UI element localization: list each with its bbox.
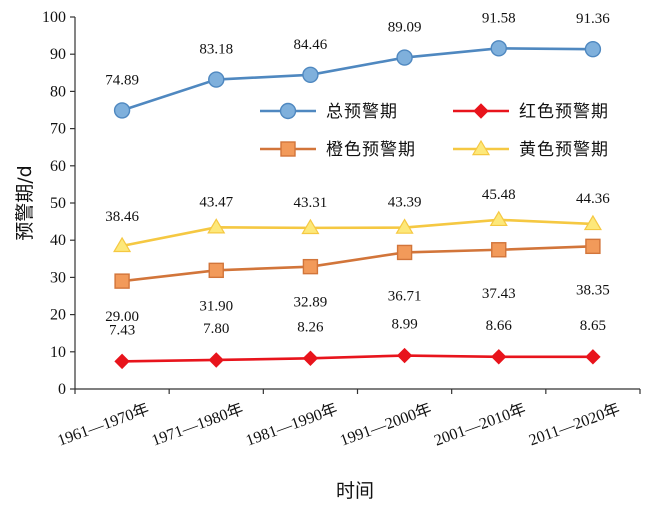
data-point-red <box>396 347 413 364</box>
data-point-orange <box>585 238 601 255</box>
data-label-red: 8.65 <box>580 318 606 334</box>
x-axis-title: 时间 <box>336 480 374 502</box>
data-label-yellow: 45.48 <box>482 187 516 203</box>
x-axis: 1961—1970年1971—1980年1981—1990年1991—2000年… <box>55 388 641 450</box>
legend-marker <box>280 141 296 157</box>
y-tick-label: 10 <box>50 344 66 361</box>
data-label-total: 84.46 <box>294 37 328 53</box>
series-layer <box>113 40 602 370</box>
data-point-total <box>396 49 413 66</box>
x-tick-label: 2001—2010年 <box>432 400 528 450</box>
series-red <box>114 347 601 370</box>
series-orange <box>114 238 601 289</box>
data-point-yellow <box>113 236 132 253</box>
data-label-red: 8.66 <box>486 318 513 334</box>
y-tick-label: 80 <box>50 83 66 100</box>
data-point-red <box>208 352 224 368</box>
data-point-total <box>208 71 225 88</box>
legend-item-orange: 橙色预警期 <box>260 140 416 160</box>
data-label-total: 91.36 <box>576 11 610 27</box>
data-label-orange: 31.90 <box>199 298 233 314</box>
legend-item-yellow: 黄色预警期 <box>453 139 609 160</box>
data-point-orange <box>396 244 413 261</box>
series-line-yellow <box>121 218 593 248</box>
data-point-red <box>114 353 130 370</box>
data-label-total: 89.09 <box>388 20 422 36</box>
y-tick-label: 90 <box>50 46 66 63</box>
data-label-total: 83.18 <box>199 42 233 58</box>
y-tick-label: 50 <box>50 195 66 212</box>
data-label-yellow: 43.47 <box>199 194 233 210</box>
data-label-orange: 32.89 <box>294 295 328 311</box>
data-label-red: 8.99 <box>391 317 417 333</box>
data-label-orange: 38.35 <box>576 282 610 298</box>
series-line-red <box>122 354 593 363</box>
series-line-orange <box>121 245 593 283</box>
legend-label: 红色预警期 <box>519 102 609 122</box>
data-point-red <box>302 350 319 366</box>
y-tick-label: 0 <box>58 381 66 398</box>
data-point-orange <box>114 273 130 289</box>
legend-marker <box>279 102 297 120</box>
legend-label: 黄色预警期 <box>519 140 609 160</box>
data-point-orange <box>491 242 507 258</box>
data-point-total <box>584 40 602 58</box>
legend-item-total: 总预警期 <box>260 102 398 122</box>
legend-marker <box>471 139 491 156</box>
x-tick-label: 2011—2020年 <box>526 400 622 450</box>
y-tick-label: 70 <box>50 121 66 138</box>
legend-item-red: 红色预警期 <box>453 102 609 122</box>
y-tick-label: 100 <box>42 9 66 26</box>
legend-label: 橙色预警期 <box>326 140 416 160</box>
y-axis-title: 预警期/d <box>14 165 36 240</box>
data-label-yellow: 43.39 <box>388 195 422 211</box>
x-tick-label: 1991—2000年 <box>338 400 434 450</box>
data-point-yellow <box>207 218 226 234</box>
data-label-yellow: 38.46 <box>105 209 139 225</box>
data-point-red <box>491 349 507 365</box>
data-label-orange: 37.43 <box>482 286 516 302</box>
data-point-total <box>490 40 507 57</box>
data-label-total: 91.58 <box>482 10 516 26</box>
data-point-yellow <box>489 210 508 227</box>
data-labels: 74.89 83.18 84.46 89.09 91.58 91.36 7.43 7.80 8.… <box>105 10 610 338</box>
data-label-red: 7.80 <box>203 321 229 337</box>
y-axis: 0 10 20 30 40 50 60 70 80 90 100 <box>42 9 76 398</box>
data-label-red: 8.26 <box>297 319 324 335</box>
y-tick-label: 20 <box>50 307 66 324</box>
x-tick-label: 1971—1980年 <box>149 400 245 450</box>
data-point-yellow <box>301 218 320 235</box>
data-label-total: 74.89 <box>105 72 139 88</box>
data-label-red: 7.43 <box>109 322 135 338</box>
legend-marker <box>473 103 489 119</box>
data-point-red <box>585 349 601 365</box>
data-label-orange: 36.71 <box>388 288 422 304</box>
data-point-total <box>302 66 319 84</box>
y-tick-label: 30 <box>50 269 66 286</box>
data-label-yellow: 43.31 <box>294 195 328 211</box>
x-tick-label: 1981—1990年 <box>243 400 339 450</box>
data-label-orange: 29.00 <box>105 309 139 325</box>
series-yellow <box>113 210 602 253</box>
data-point-total <box>113 102 131 119</box>
series-line-total <box>121 47 593 112</box>
data-point-yellow <box>395 218 414 234</box>
data-point-orange <box>208 262 224 279</box>
legend-label: 总预警期 <box>326 102 398 122</box>
data-point-orange <box>302 258 319 275</box>
data-label-yellow: 44.36 <box>576 191 610 207</box>
data-point-yellow <box>583 214 602 231</box>
x-tick-label: 1961—1970年 <box>55 400 151 450</box>
series-total <box>113 40 602 119</box>
y-tick-label: 60 <box>50 158 66 175</box>
y-tick-label: 40 <box>50 232 66 249</box>
